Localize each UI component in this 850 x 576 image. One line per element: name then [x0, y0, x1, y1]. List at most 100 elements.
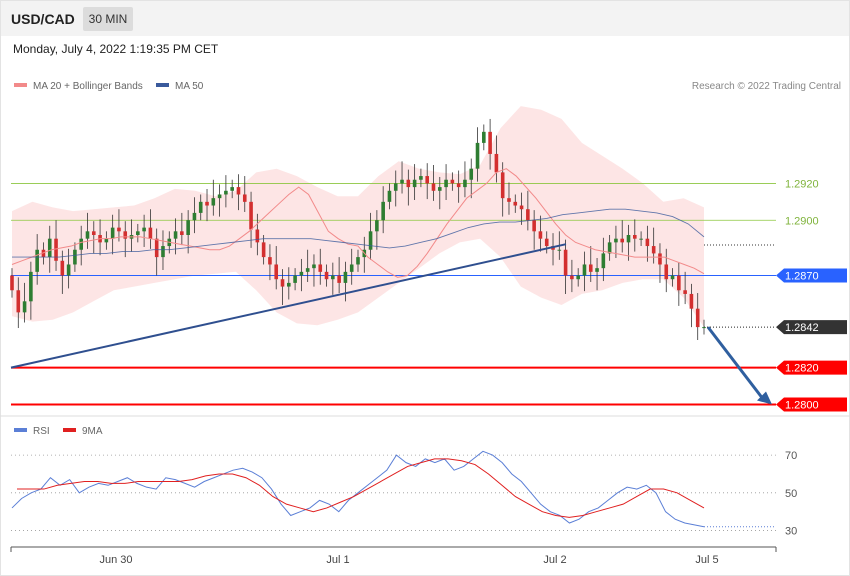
candle-body: [236, 187, 241, 195]
candle-body: [381, 201, 385, 221]
ma9-swatch: [63, 428, 76, 433]
candle-body: [488, 131, 492, 154]
candle-body: [469, 168, 474, 180]
level-tag-1.2870: [776, 268, 847, 283]
candle-body: [513, 201, 518, 206]
level-tag-1.2800: [776, 397, 847, 412]
ma20-line: [11, 168, 705, 278]
candle-body: [563, 249, 568, 276]
candle-body: [242, 194, 247, 202]
symbol-title: USD/CAD: [11, 11, 75, 27]
level-label-1.2870: 1.2870: [785, 271, 819, 283]
candle-body: [154, 238, 159, 258]
candle-body: [677, 275, 681, 291]
candle-body: [10, 275, 14, 291]
candle-body: [538, 231, 543, 239]
candle-body: [79, 238, 83, 250]
x-tick-label-Jul-2: Jul 2: [543, 554, 566, 566]
candle-body: [702, 327, 706, 329]
trend-line: [10, 243, 567, 369]
legend-ma20-label: MA 20 + Bollinger Bands: [33, 81, 143, 92]
candle-body: [85, 231, 90, 239]
candle-body: [230, 187, 234, 191]
candle-body: [482, 131, 486, 143]
candle-body: [387, 190, 392, 202]
rsi-tick-label-30: 30: [785, 526, 797, 538]
level-tag-1.2820: [776, 360, 847, 375]
candle-body: [526, 209, 530, 221]
candle-body: [626, 235, 631, 243]
candle-body: [544, 238, 549, 247]
candle-body: [180, 231, 184, 235]
candle-body: [500, 172, 505, 199]
rsi-swatch: [14, 428, 27, 433]
candle-body: [595, 268, 599, 272]
candle-body: [211, 198, 216, 206]
candle-body: [645, 238, 650, 247]
candle-body: [255, 229, 260, 243]
candle-body: [614, 238, 618, 243]
timeframe-button[interactable]: 30 MIN: [83, 7, 133, 31]
level-label-1.2900: 1.2900: [785, 215, 819, 227]
candle-body: [349, 264, 354, 272]
candle-body: [186, 220, 190, 235]
candle-body: [375, 220, 379, 232]
rsi-9ma-line: [17, 458, 705, 518]
candle-body: [318, 264, 323, 272]
candle-body: [268, 257, 272, 265]
ma50-swatch: [156, 83, 169, 88]
candle-body: [664, 264, 669, 280]
candle-body: [312, 264, 316, 269]
candle-body: [280, 279, 285, 287]
candle-body: [337, 275, 341, 283]
candle-body: [633, 235, 637, 239]
candle-body: [299, 271, 304, 276]
x-tick-label-Jul-1: Jul 1: [326, 554, 349, 566]
candle-body: [110, 227, 115, 239]
level-label-1.2820: 1.2820: [785, 363, 819, 375]
candle-body: [400, 179, 404, 184]
candle-body: [16, 290, 21, 313]
candle-body: [287, 282, 291, 287]
candle-body: [148, 227, 153, 239]
level-tag-1.2842: [776, 320, 847, 335]
candle-body: [406, 179, 411, 188]
legend-9ma-label: 9MA: [82, 426, 103, 437]
candle-body: [444, 179, 448, 188]
ma20-swatch: [14, 83, 27, 88]
ma50-line: [12, 208, 705, 258]
x-tick-label-Jul-5: Jul 5: [695, 554, 718, 566]
candle-body: [463, 179, 467, 188]
candle-body: [205, 201, 209, 206]
bollinger-band: [12, 106, 704, 328]
candle-body: [29, 271, 33, 302]
candle-body: [456, 183, 461, 188]
candle-body: [431, 183, 436, 191]
candle-body: [161, 246, 165, 258]
candle-body: [261, 242, 266, 258]
rsi-line: [11, 450, 705, 528]
candle-body: [582, 264, 587, 276]
timestamp: Monday, July 4, 2022 1:19:35 PM CET: [13, 42, 219, 56]
candle-body: [494, 153, 499, 173]
candle-body: [639, 238, 643, 240]
legend-rsi-label: RSI: [33, 426, 50, 437]
legend-ma20: MA 20 + Bollinger Bands: [14, 81, 143, 92]
level-label-1.2920: 1.2920: [785, 178, 819, 190]
candle-body: [601, 253, 606, 269]
candle-body: [47, 238, 52, 258]
x-tick-label-Jun-30: Jun 30: [99, 554, 132, 566]
candle-body: [412, 179, 417, 188]
candle-body: [557, 249, 562, 251]
candle-body: [324, 271, 329, 280]
candle-body: [437, 187, 442, 191]
candle-body: [683, 290, 687, 294]
rsi-tick-label-50: 50: [785, 488, 797, 500]
candle-body: [425, 176, 429, 184]
candle-body: [475, 142, 480, 169]
candle-body: [651, 246, 656, 254]
candle-body: [60, 260, 65, 276]
legend-ma50-label: MA 50: [175, 81, 204, 92]
candle-body: [224, 190, 228, 195]
